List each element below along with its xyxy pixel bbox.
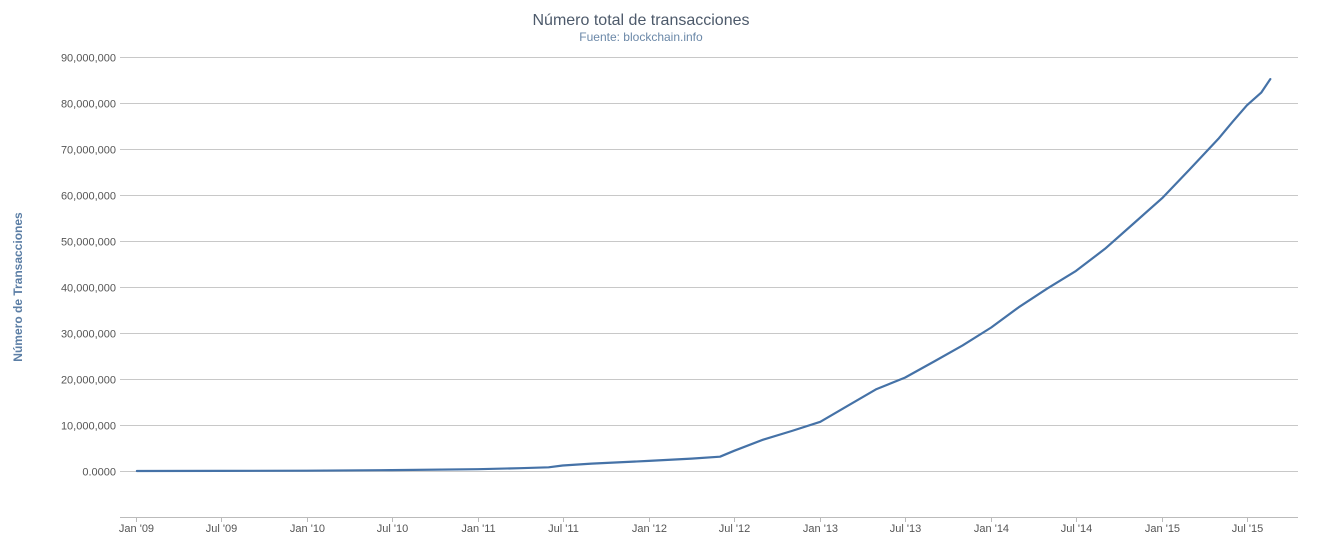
x-tick-label: Jan '09 [119, 523, 154, 535]
y-axis-label: Número de Transacciones [11, 212, 25, 362]
x-tick-label: Jul '15 [1232, 523, 1263, 535]
x-tick-label: Jan '13 [803, 523, 838, 535]
y-tick-label: 40,000,000 [61, 283, 116, 295]
y-tick-label: 60,000,000 [61, 191, 116, 203]
y-tick-label: 80,000,000 [61, 99, 116, 111]
y-tick-label: 30,000,000 [61, 329, 116, 341]
y-tick-label: 10,000,000 [61, 421, 116, 433]
x-tick-label: Jul '13 [890, 523, 921, 535]
x-axis-ticks: Jan '09 Jul '09 Jan '10 Jul '10 Jan '11 Jul '… [119, 517, 1298, 535]
series-line [135, 78, 1272, 473]
x-tick-label: Jul '10 [377, 523, 408, 535]
x-tick-label: Jul '14 [1061, 523, 1092, 535]
chart-title: Número total de transacciones [533, 12, 750, 29]
x-tick-label: Jul '12 [719, 523, 750, 535]
y-tick-label: 20,000,000 [61, 375, 116, 387]
y-tick-label: 90,000,000 [61, 53, 116, 65]
y-axis-ticks: 0.0000 10,000,000 20,000,000 30,000,000 40,0… [61, 53, 116, 479]
x-tick-label: Jan '15 [1145, 523, 1180, 535]
y-tick-label: 70,000,000 [61, 145, 116, 157]
x-tick-label: Jan '14 [974, 523, 1009, 535]
x-tick-label: Jul '09 [206, 523, 237, 535]
x-tick-label: Jan '10 [290, 523, 325, 535]
series-layer [135, 78, 1272, 473]
x-tick-label: Jul '11 [548, 523, 579, 535]
x-tick-label: Jan '12 [632, 523, 667, 535]
y-tick-label: 0.0000 [82, 467, 116, 479]
chart-subtitle: Fuente: blockchain.info [579, 30, 703, 44]
gridlines [120, 57, 1298, 472]
y-tick-label: 50,000,000 [61, 237, 116, 249]
x-tick-label: Jan '11 [461, 523, 495, 535]
